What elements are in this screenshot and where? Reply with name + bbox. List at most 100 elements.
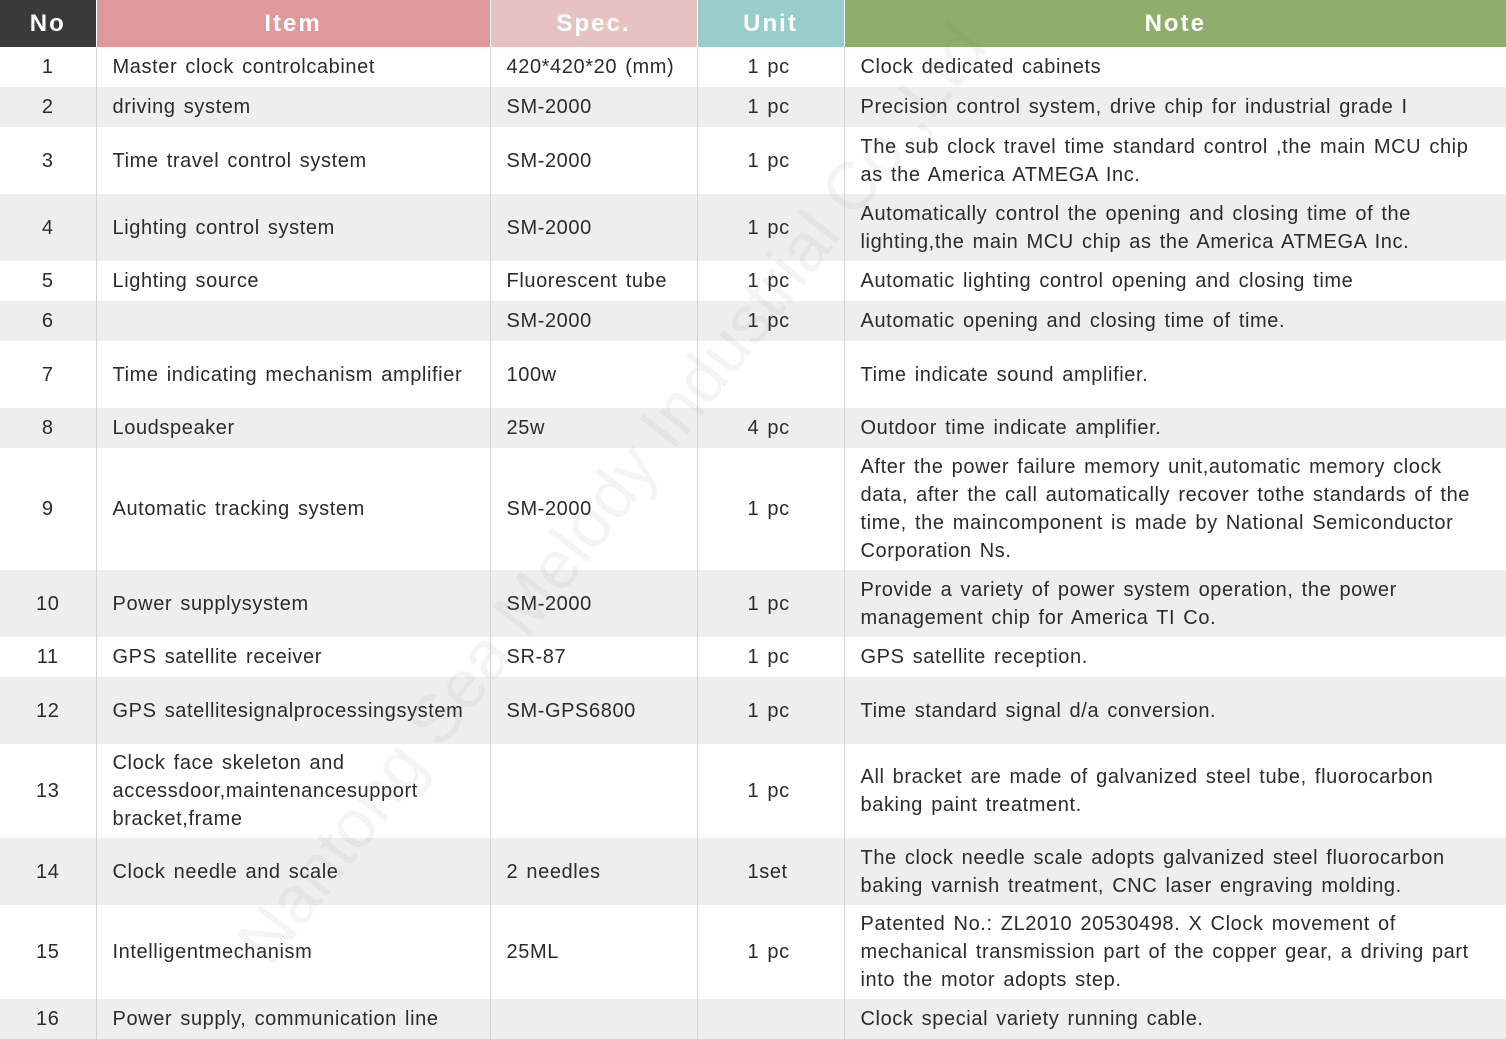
cell-no: 8 — [0, 408, 97, 448]
cell-note: Clock dedicated cabinets — [844, 47, 1506, 87]
cell-item: GPS satellitesignalprocessingsystem — [96, 677, 491, 744]
table-header-row: No Item Spec. Unit Note — [0, 0, 1506, 47]
cell-spec: SM-2000 — [490, 87, 698, 127]
header-spec: Spec. — [490, 0, 698, 47]
cell-spec: 2 needles — [490, 838, 698, 905]
cell-unit: 1 pc — [697, 448, 845, 570]
cell-item: Lighting source — [96, 261, 491, 301]
cell-no: 13 — [0, 744, 97, 838]
cell-item: Clock needle and scale — [96, 838, 491, 905]
table-row: 15 Intelligentmechanism 25ML 1 pc Patented N… — [0, 905, 1506, 999]
cell-item: Intelligentmechanism — [96, 905, 491, 999]
table-row: 9 Automatic tracking system SM-2000 1 pc Aft… — [0, 448, 1506, 570]
cell-unit: 1 pc — [697, 127, 845, 194]
cell-note: All bracket are made of galvanized steel… — [844, 744, 1506, 838]
cell-no: 5 — [0, 261, 97, 301]
cell-note: The sub clock travel time standard contr… — [844, 127, 1506, 194]
table-row: 2 driving system SM-2000 1 pc Precision cont… — [0, 87, 1506, 127]
cell-spec: SM-2000 — [490, 448, 698, 570]
cell-spec: 420*420*20 (mm) — [490, 47, 698, 87]
cell-spec: SM-2000 — [490, 301, 698, 341]
cell-item: GPS satellite receiver — [96, 637, 491, 677]
cell-spec: Fluorescent tube — [490, 261, 698, 301]
table-row: 13 Clock face skeleton and accessdoor,mai… — [0, 744, 1506, 838]
cell-unit — [697, 999, 845, 1039]
cell-spec: 25w — [490, 408, 698, 448]
table-row: 7 Time indicating mechanism amplifier 100w… — [0, 341, 1506, 408]
cell-note: Time indicate sound amplifier. — [844, 341, 1506, 408]
cell-unit: 1 pc — [697, 570, 845, 637]
cell-item: Automatic tracking system — [96, 448, 491, 570]
cell-note: Automatic opening and closing time of ti… — [844, 301, 1506, 341]
cell-note: Automatic lighting control opening and c… — [844, 261, 1506, 301]
cell-note: Patented No.: ZL2010 20530498. X Clock m… — [844, 905, 1506, 999]
cell-unit: 1 pc — [697, 87, 845, 127]
cell-unit: 1 pc — [697, 47, 845, 87]
cell-spec: 100w — [490, 341, 698, 408]
cell-no: 3 — [0, 127, 97, 194]
cell-unit: 1 pc — [697, 194, 845, 261]
cell-no: 9 — [0, 448, 97, 570]
header-no: No — [0, 0, 97, 47]
cell-unit: 1 pc — [697, 301, 845, 341]
cell-unit: 1 pc — [697, 905, 845, 999]
cell-item: Power supply, communication line — [96, 999, 491, 1039]
cell-note: Automatically control the opening and cl… — [844, 194, 1506, 261]
cell-unit: 4 pc — [697, 408, 845, 448]
cell-note: Precision control system, drive chip for… — [844, 87, 1506, 127]
cell-spec: SM-2000 — [490, 194, 698, 261]
cell-unit: 1 pc — [697, 677, 845, 744]
cell-spec: 25ML — [490, 905, 698, 999]
table-row: 16 Power supply, communication line Clock … — [0, 999, 1506, 1039]
header-note: Note — [844, 0, 1506, 47]
table-row: 4 Lighting control system SM-2000 1 pc Autom… — [0, 194, 1506, 261]
cell-item: Lighting control system — [96, 194, 491, 261]
cell-item — [96, 301, 491, 341]
cell-no: 11 — [0, 637, 97, 677]
table-body: 1 Master clock controlcabinet 420*420*20 (… — [0, 47, 1506, 1039]
cell-item: driving system — [96, 87, 491, 127]
cell-unit: 1 pc — [697, 744, 845, 838]
table-row: 6 SM-2000 1 pc Automatic opening and closin… — [0, 301, 1506, 341]
cell-no: 16 — [0, 999, 97, 1039]
cell-item: Clock face skeleton and accessdoor,maint… — [96, 744, 491, 838]
cell-no: 12 — [0, 677, 97, 744]
cell-no: 6 — [0, 301, 97, 341]
cell-item: Time indicating mechanism amplifier — [96, 341, 491, 408]
cell-note: Outdoor time indicate amplifier. — [844, 408, 1506, 448]
cell-no: 10 — [0, 570, 97, 637]
cell-spec — [490, 999, 698, 1039]
table-row: 5 Lighting source Fluorescent tube 1 pc Auto… — [0, 261, 1506, 301]
table-row: 1 Master clock controlcabinet 420*420*20 (… — [0, 47, 1506, 87]
table-row: 3 Time travel control system SM-2000 1 pc Th… — [0, 127, 1506, 194]
cell-no: 4 — [0, 194, 97, 261]
cell-item: Power supplysystem — [96, 570, 491, 637]
table-row: 11 GPS satellite receiver SR-87 1 pc GPS sat… — [0, 637, 1506, 677]
cell-spec: SM-GPS6800 — [490, 677, 698, 744]
cell-note: Clock special variety running cable. — [844, 999, 1506, 1039]
cell-no: 2 — [0, 87, 97, 127]
cell-no: 7 — [0, 341, 97, 408]
cell-note: GPS satellite reception. — [844, 637, 1506, 677]
cell-spec: SM-2000 — [490, 127, 698, 194]
cell-no: 1 — [0, 47, 97, 87]
table-row: 10 Power supplysystem SM-2000 1 pc Provide a… — [0, 570, 1506, 637]
cell-spec: SM-2000 — [490, 570, 698, 637]
cell-unit: 1set — [697, 838, 845, 905]
cell-unit — [697, 341, 845, 408]
cell-no: 14 — [0, 838, 97, 905]
table-row: 12 GPS satellitesignalprocessingsystem SM-… — [0, 677, 1506, 744]
cell-spec: SR-87 — [490, 637, 698, 677]
cell-note: Time standard signal d/a conversion. — [844, 677, 1506, 744]
table-row: 14 Clock needle and scale 2 needles 1set The… — [0, 838, 1506, 905]
cell-item: Master clock controlcabinet — [96, 47, 491, 87]
cell-unit: 1 pc — [697, 261, 845, 301]
cell-unit: 1 pc — [697, 637, 845, 677]
cell-item: Loudspeaker — [96, 408, 491, 448]
table-row: 8 Loudspeaker 25w 4 pc Outdoor time indicate… — [0, 408, 1506, 448]
cell-spec — [490, 744, 698, 838]
header-item: Item — [96, 0, 491, 47]
cell-no: 15 — [0, 905, 97, 999]
cell-note: After the power failure memory unit,auto… — [844, 448, 1506, 570]
